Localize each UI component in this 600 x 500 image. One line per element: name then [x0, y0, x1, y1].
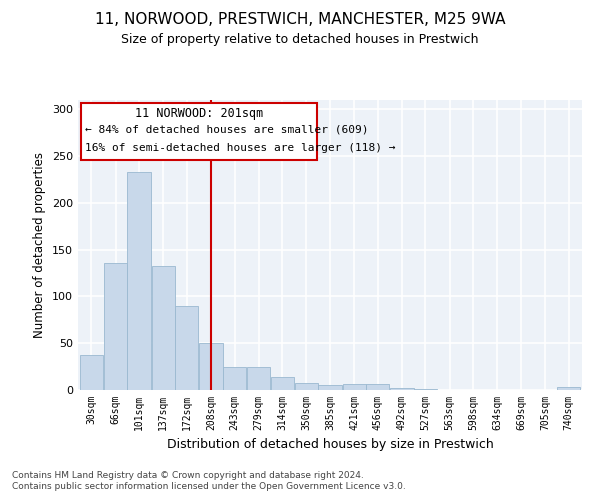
Text: Size of property relative to detached houses in Prestwich: Size of property relative to detached ho…	[121, 32, 479, 46]
Bar	[247, 366, 271, 390]
Bar	[175, 306, 199, 390]
Text: 11, NORWOOD, PRESTWICH, MANCHESTER, M25 9WA: 11, NORWOOD, PRESTWICH, MANCHESTER, M25 …	[95, 12, 505, 28]
Text: 11 NORWOOD: 201sqm: 11 NORWOOD: 201sqm	[135, 108, 263, 120]
Bar	[319, 386, 341, 390]
Bar	[199, 343, 223, 390]
Text: Contains public sector information licensed under the Open Government Licence v3: Contains public sector information licen…	[12, 482, 406, 491]
Bar	[80, 356, 103, 390]
Bar	[104, 263, 127, 390]
Bar	[223, 366, 246, 390]
Bar	[391, 388, 413, 390]
Y-axis label: Number of detached properties: Number of detached properties	[34, 152, 46, 338]
Bar	[152, 266, 175, 390]
Text: 16% of semi-detached houses are larger (118) →: 16% of semi-detached houses are larger (…	[85, 144, 396, 154]
Bar	[366, 384, 389, 390]
Bar	[557, 387, 580, 390]
Bar	[271, 377, 294, 390]
X-axis label: Distribution of detached houses by size in Prestwich: Distribution of detached houses by size …	[167, 438, 493, 452]
Text: ← 84% of detached houses are smaller (609): ← 84% of detached houses are smaller (60…	[85, 125, 368, 135]
Text: Contains HM Land Registry data © Crown copyright and database right 2024.: Contains HM Land Registry data © Crown c…	[12, 470, 364, 480]
Bar	[414, 389, 437, 390]
Bar	[343, 384, 366, 390]
Bar	[127, 172, 151, 390]
Bar	[295, 384, 318, 390]
